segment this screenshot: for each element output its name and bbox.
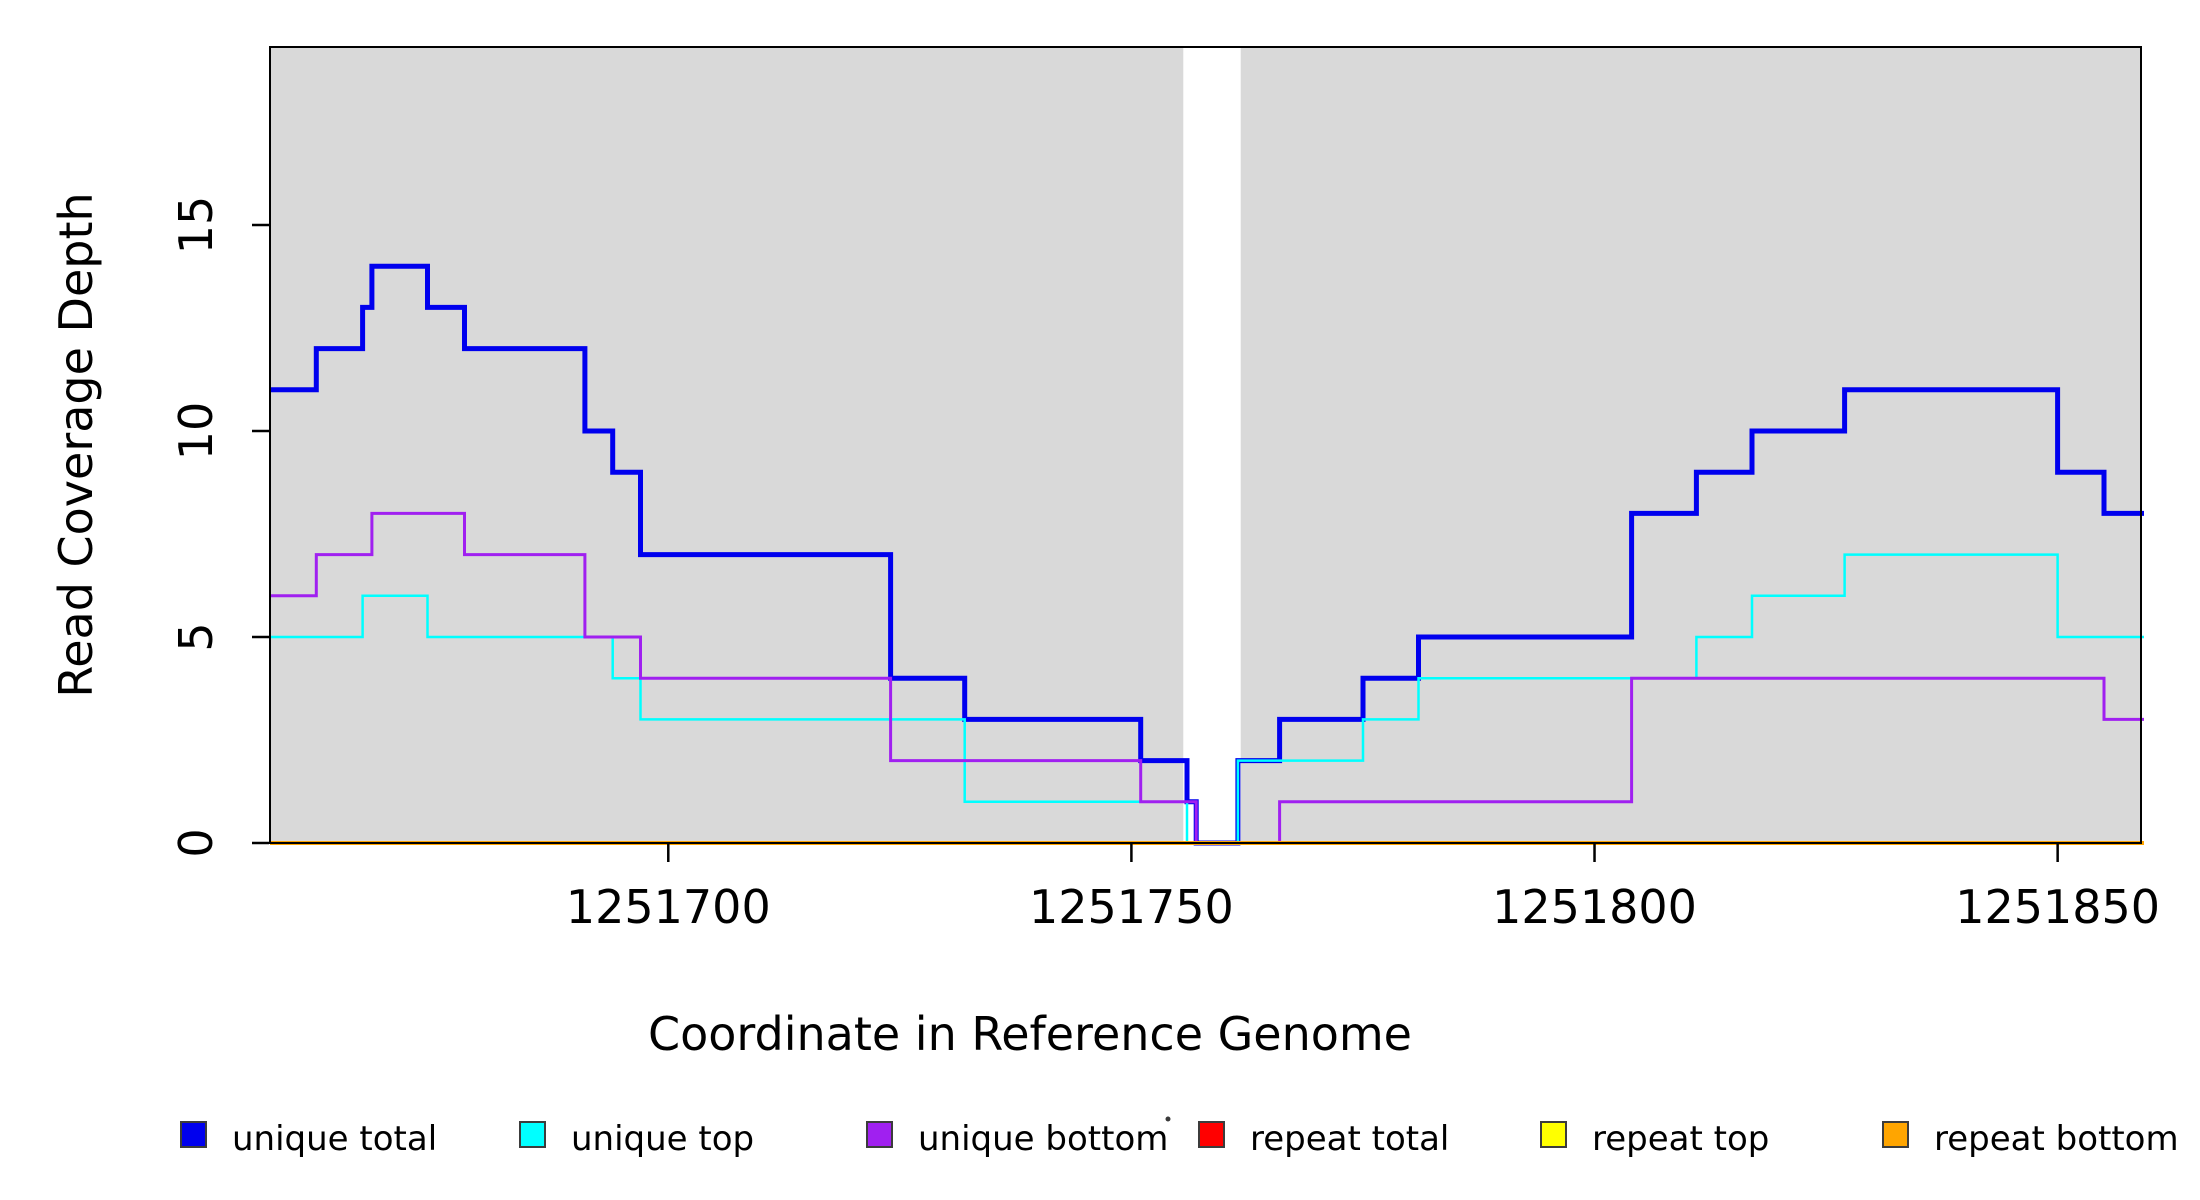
stray-point [1165, 1116, 1171, 1122]
legend-swatch-repeat-top [1540, 1121, 1567, 1148]
x-axis-title: Coordinate in Reference Genome [648, 1007, 1412, 1061]
x-tick-label-1251800: 1251800 [1492, 880, 1697, 934]
y-tick-label-0: 0 [169, 828, 223, 858]
masked-region [1183, 48, 1241, 843]
legend-swatch-repeat-total [1198, 1121, 1225, 1148]
legend-label-unique-bottom: unique bottom [918, 1119, 1169, 1159]
x-tick-label-1251700: 1251700 [565, 880, 771, 934]
legend-label-repeat-top: repeat top [1592, 1119, 1770, 1159]
x-tick-label-1251850: 1251850 [1955, 880, 2161, 934]
series-unique-bottom [270, 511, 2144, 845]
x-tick-label-1251750: 1251750 [1028, 880, 1234, 934]
y-tick-label-10: 10 [169, 401, 223, 461]
series-unique-total [270, 263, 2144, 846]
legend-swatch-unique-top [519, 1121, 546, 1148]
legend-swatch-unique-total [180, 1121, 207, 1148]
y-tick-label-5: 5 [169, 622, 223, 652]
plot-border [269, 46, 2142, 844]
legend-label-unique-total: unique total [232, 1119, 438, 1159]
legend-label-unique-top: unique top [571, 1119, 755, 1159]
legend-label-repeat-bottom: repeat bottom [1934, 1119, 2179, 1159]
y-axis-title: Read Coverage Depth [49, 192, 103, 698]
legend-label-repeat-total: repeat total [1250, 1119, 1450, 1159]
legend-swatch-unique-bottom [866, 1121, 893, 1148]
series-unique-top [270, 553, 2144, 845]
legend-swatch-repeat-bottom [1882, 1121, 1909, 1148]
y-tick-label-15: 15 [169, 195, 223, 255]
